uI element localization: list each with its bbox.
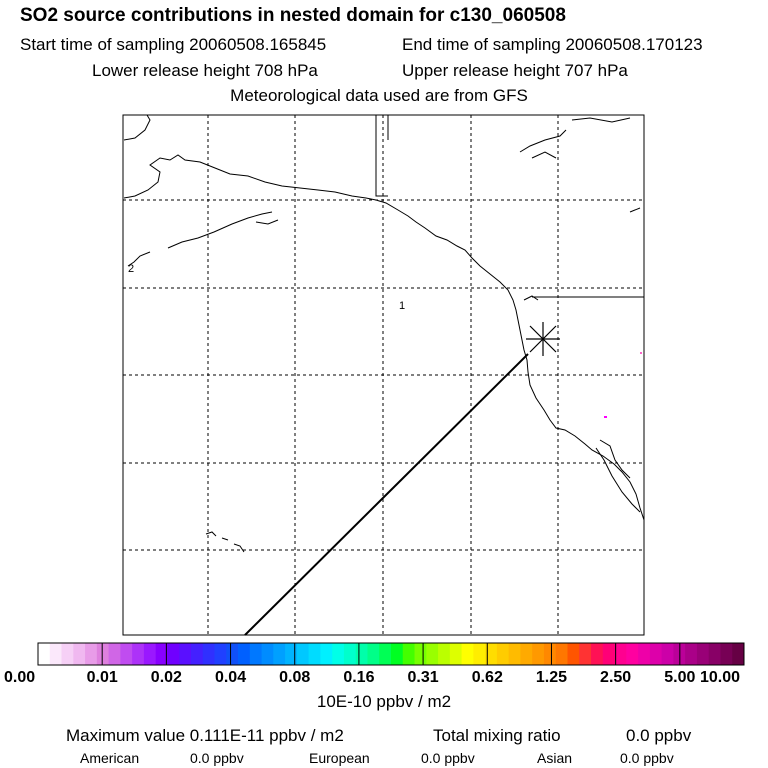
colorbar-cell	[567, 643, 580, 665]
figure-title: SO2 source contributions in nested domai…	[20, 5, 566, 26]
colorbar-cell	[108, 643, 121, 665]
american-value: 0.0 ppbv	[190, 750, 244, 766]
colorbar-cell	[438, 643, 451, 665]
colorbar-cell	[661, 643, 674, 665]
colorbar-cell	[308, 643, 321, 665]
colorbar-tick-label: 0.04	[214, 669, 247, 686]
colorbar-cell	[579, 643, 592, 665]
colorbar-cell	[285, 643, 298, 665]
colorbar-cell	[649, 643, 663, 665]
colorbar-cell	[732, 643, 745, 665]
colorbar-cell	[226, 643, 239, 665]
colorbar-cell	[238, 643, 251, 665]
colorbar-tick-label: 10.00	[700, 669, 741, 686]
total-mixing-ratio-value: 0.0 ppbv	[626, 726, 692, 745]
colorbar-cell	[85, 643, 98, 665]
colorbar-cell	[61, 643, 74, 665]
colorbar-cell	[249, 643, 262, 665]
colorbar-cell	[543, 643, 557, 665]
colorbar-tick-label: 1.25	[535, 669, 568, 686]
colorbar-cell	[638, 643, 651, 665]
colorbar-cell	[73, 643, 86, 665]
end-time: End time of sampling 20060508.170123	[402, 35, 703, 54]
colorbar-cell	[696, 643, 710, 665]
lower-release-height: Lower release height 708 hPa	[92, 61, 318, 80]
colorbar-cell	[402, 643, 415, 665]
colorbar-cell	[296, 643, 310, 665]
colorbar-cell	[685, 643, 698, 665]
colorbar-cell	[708, 643, 721, 665]
colorbar-tick-label: 0.01	[86, 669, 118, 686]
colorbar-cell	[96, 643, 109, 665]
colorbar-cell	[520, 643, 533, 665]
colorbar-cell	[485, 643, 498, 665]
colorbar-cell	[132, 643, 145, 665]
colorbar-cell	[532, 643, 545, 665]
map-label-2: 2	[128, 263, 134, 275]
trajectory-line	[244, 353, 529, 636]
start-time: Start time of sampling 20060508.165845	[20, 35, 327, 54]
colorbar-cell	[320, 643, 333, 665]
colorbar-cell	[49, 643, 62, 665]
colorbar-cell	[614, 643, 627, 665]
colorbar-cell	[720, 643, 733, 665]
colorbar-tick-label: 0.02	[150, 669, 182, 686]
colorbar-cell	[602, 643, 615, 665]
colorbar-dividers	[101, 643, 681, 665]
american-label: American	[80, 750, 140, 766]
colorbar-tick-label: 2.50	[600, 669, 632, 686]
colorbar-cell	[379, 643, 392, 665]
colorbar-tick-label: 0.31	[407, 669, 439, 686]
colorbar-cells	[38, 643, 745, 665]
colorbar-cell	[38, 643, 51, 665]
colorbar-cell	[202, 643, 215, 665]
colorbar-cell	[273, 643, 286, 665]
colorbar-cell	[461, 643, 474, 665]
colorbar-cell	[367, 643, 380, 665]
asian-value: 0.0 ppbv	[620, 750, 674, 766]
met-data-source: Meteorological data used are from GFS	[230, 86, 528, 105]
colorbar-cell	[626, 643, 639, 665]
maximum-value: Maximum value 0.111E-11 ppbv / m2	[66, 726, 344, 745]
colorbar-tick-label: 5.00	[664, 669, 696, 686]
total-mixing-ratio-label: Total mixing ratio	[433, 726, 561, 745]
colorbar-cell	[179, 643, 192, 665]
colorbar-cell	[555, 643, 568, 665]
colorbar-cell	[496, 643, 510, 665]
colorbar-cell	[343, 643, 357, 665]
colorbar-cell	[167, 643, 180, 665]
coastlines	[123, 114, 645, 553]
colorbar-cell	[190, 643, 204, 665]
colorbar-tick-label: 0.62	[471, 669, 503, 686]
colorbar-frame	[37, 642, 745, 666]
colorbar-tick-label: 0.08	[279, 669, 311, 686]
colorbar-cell	[355, 643, 368, 665]
colorbar-cell	[508, 643, 521, 665]
colorbar-cell	[473, 643, 486, 665]
asian-label: Asian	[537, 750, 573, 766]
source-x-marker	[526, 322, 560, 356]
colorbar-cell	[391, 643, 404, 665]
colorbar-cell	[426, 643, 439, 665]
colorbar-cell	[414, 643, 427, 665]
colorbar-cell	[591, 643, 604, 665]
colorbar-cell	[261, 643, 274, 665]
european-value: 0.0 ppbv	[421, 750, 475, 766]
colorbar-tick-label: 0.16	[343, 669, 375, 686]
colorbar-cell	[155, 643, 168, 665]
map-label-1: 1	[399, 300, 405, 312]
colorbar-tick-label: 0.00	[4, 669, 36, 686]
colorbar-cell	[120, 643, 133, 665]
receptor-dots	[604, 352, 642, 418]
colorbar-cell	[143, 643, 157, 665]
european-label: European	[309, 750, 370, 766]
colorbar-units: 10E-10 ppbv / m2	[316, 692, 452, 711]
upper-release-height: Upper release height 707 hPa	[402, 61, 628, 80]
colorbar-cell	[332, 643, 345, 665]
colorbar-cell	[449, 643, 462, 665]
colorbar-cell	[214, 643, 227, 665]
